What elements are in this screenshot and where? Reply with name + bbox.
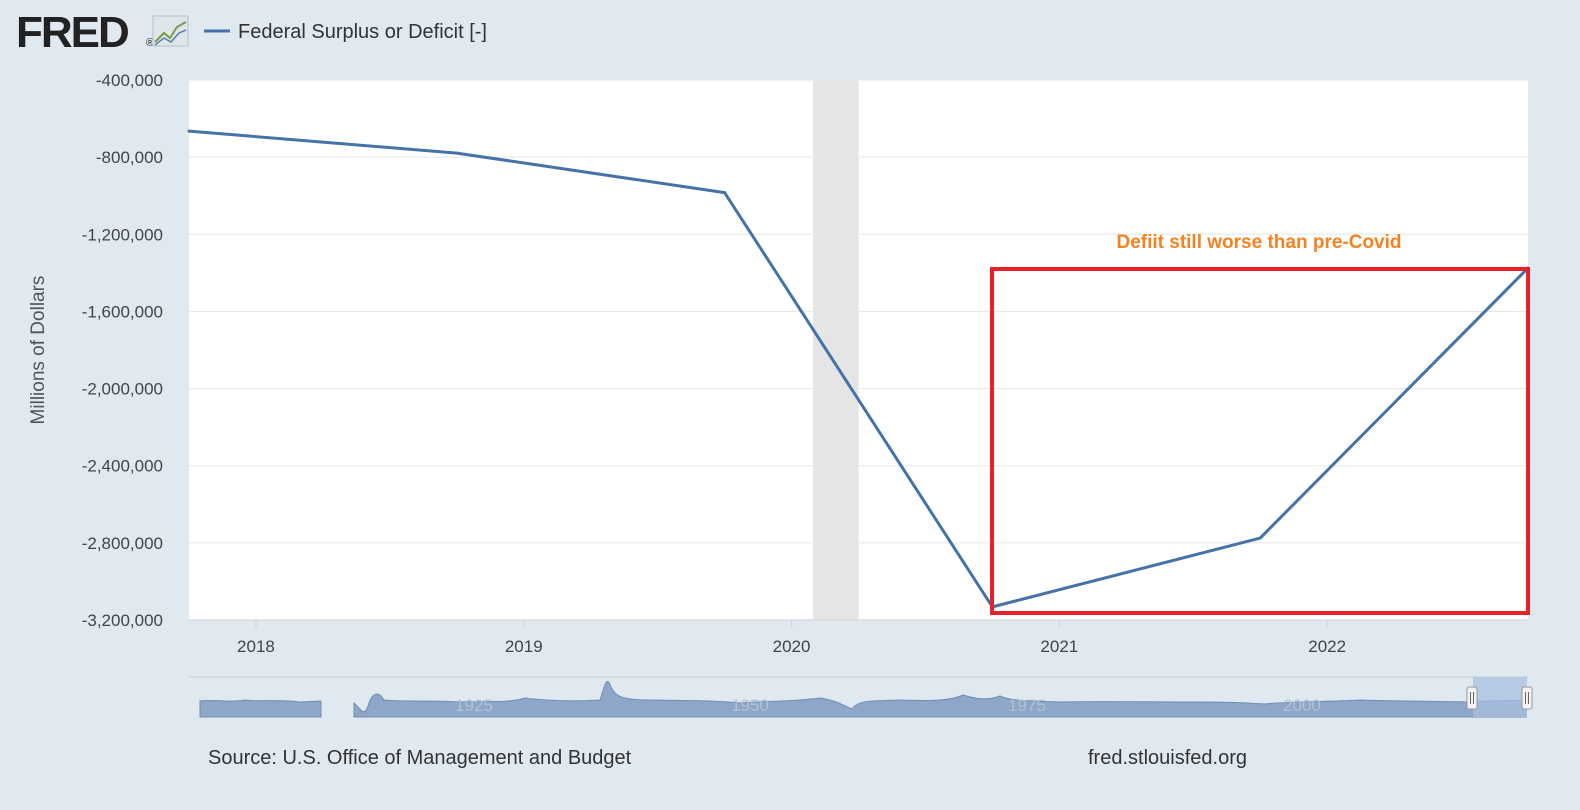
navigator-area-1 [199,699,322,718]
x-tick-label: 2022 [1308,637,1346,656]
range-navigator[interactable]: 1925 1950 1975 2000 [189,676,1533,718]
navigator-tick-label: 1950 [731,696,769,715]
navigator-tick-label: 1925 [455,696,493,715]
recession-shading [812,80,859,620]
y-axis-label: Millions of Dollars [28,276,49,425]
source-text: Source: U.S. Office of Management and Bu… [208,747,632,769]
navigator-right-handle[interactable] [1521,686,1533,710]
y-axis-ticks: -400,000 -800,000 -1,200,000 -1,600,000 -2,0… [82,71,163,630]
data-point [455,151,459,155]
annotation-text: Defiit still worse than pre-Covid [1116,232,1401,253]
data-point [187,129,191,133]
legend[interactable]: Federal Surplus or Deficit [-] [204,21,487,43]
y-tick-label: -1,200,000 [82,225,163,244]
y-tick-label: -3,200,000 [82,611,163,630]
y-tick-label: -1,600,000 [82,302,163,321]
navigator-left-handle[interactable] [1466,686,1478,710]
data-point [1258,536,1262,540]
navigator-tick-label: 2000 [1283,696,1321,715]
x-tick-label: 2019 [505,637,543,656]
series-line [188,129,1530,609]
x-tick-label: 2021 [1040,637,1078,656]
data-point [723,191,727,195]
y-tick-label: -2,400,000 [82,457,163,476]
navigator-ticks: 1925 1950 1975 2000 [455,696,1321,715]
annotation-box [990,267,1530,615]
y-tick-label: -400,000 [96,71,163,90]
fred-logo-text: FRED [16,8,128,57]
x-tick-label: 2018 [237,637,275,656]
x-axis-ticks: 2018 2019 2020 2021 2022 [237,620,1346,656]
x-tick-label: 2020 [773,637,811,656]
navigator-selected-range[interactable] [1473,677,1527,717]
y-tick-label: -2,800,000 [82,534,163,553]
navigator-area-2 [353,680,1527,718]
site-link[interactable]: fred.stlouisfed.org [1088,747,1247,769]
legend-label: Federal Surplus or Deficit [-] [238,21,487,43]
chart-line-icon [152,15,189,47]
navigator-tick-label: 1975 [1008,696,1046,715]
registered-mark: ® [146,37,154,49]
y-tick-label: -2,000,000 [82,380,163,399]
y-tick-label: -800,000 [96,148,163,167]
fred-logo[interactable]: FRED ® [16,8,189,57]
